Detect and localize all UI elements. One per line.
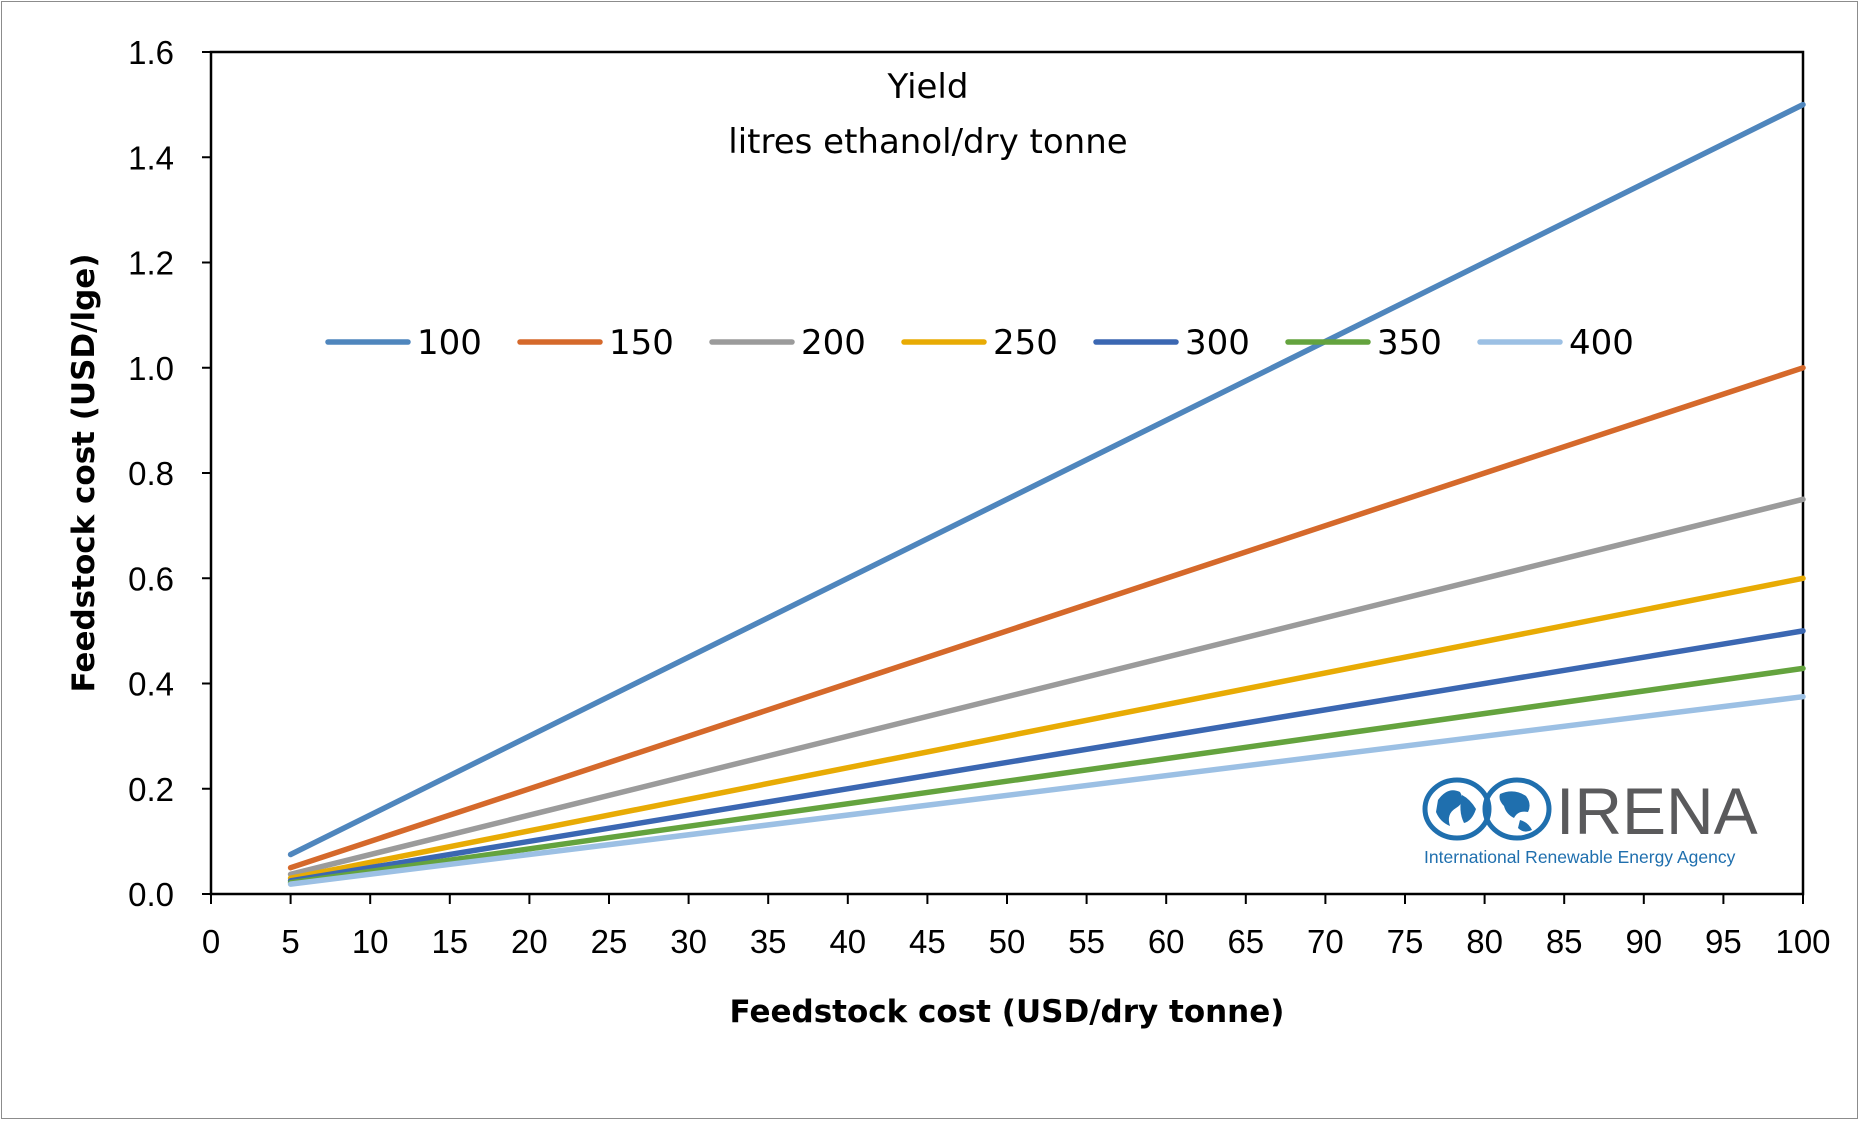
x-tick-label: 60	[1148, 923, 1185, 960]
x-tick-label: 55	[1068, 923, 1105, 960]
series-line-250	[287, 575, 1806, 881]
legend-label-300: 300	[1185, 323, 1250, 363]
x-tick-label: 20	[511, 923, 548, 960]
logo-subtitle: International Renewable Energy Agency	[1424, 847, 1736, 867]
y-axis-ticks: 0.0 0.2 0.4 0.6 0.8 1.0 1.2 1.4 1.6	[128, 34, 211, 913]
x-tick-label: 15	[431, 923, 468, 960]
x-tick-label: 45	[909, 923, 946, 960]
y-tick-label: 0.0	[128, 876, 174, 913]
x-tick-label: 10	[352, 923, 389, 960]
annotation-line-2: litres ethanol/dry tonne	[728, 122, 1127, 162]
series-line-100	[287, 101, 1806, 858]
x-axis-title: Feedstock cost (USD/dry tonne)	[730, 994, 1285, 1030]
legend-label-400: 400	[1569, 323, 1634, 363]
y-tick-label: 1.6	[128, 34, 174, 71]
legend-label-250: 250	[993, 323, 1058, 363]
legend-label-200: 200	[801, 323, 866, 363]
x-axis-ticks: 0 5 10 15 20 25 30 35 40 45 50 55 60 65 70 75 80 85 90 95 10…	[202, 894, 1831, 960]
series-line-200	[287, 496, 1806, 878]
legend: 100 150 200 250 300 350 400	[325, 323, 1634, 363]
legend-label-350: 350	[1377, 323, 1442, 363]
x-tick-label: 50	[989, 923, 1026, 960]
x-tick-label: 70	[1307, 923, 1344, 960]
series-line-400	[287, 693, 1806, 887]
x-tick-label: 65	[1227, 923, 1264, 960]
plot-area	[209, 50, 1805, 896]
series-line-300	[287, 628, 1806, 884]
series-line-350	[287, 665, 1806, 886]
x-tick-label: 75	[1387, 923, 1424, 960]
y-tick-label: 0.6	[128, 560, 174, 597]
x-tick-label: 30	[670, 923, 707, 960]
x-tick-label: 80	[1466, 923, 1503, 960]
x-tick-label: 95	[1705, 923, 1742, 960]
y-tick-label: 1.2	[128, 245, 174, 282]
y-tick-label: 0.2	[128, 771, 174, 808]
annotation-line-1: Yield	[887, 67, 969, 107]
x-tick-label: 90	[1625, 923, 1662, 960]
irena-logo: IRENA International Renewable Energy Age…	[1422, 774, 1758, 867]
y-axis-title: Feedstock cost (USD/lge)	[66, 254, 102, 693]
legend-label-150: 150	[609, 323, 674, 363]
x-tick-label: 85	[1546, 923, 1583, 960]
x-tick-label: 5	[281, 923, 299, 960]
legend-label-100: 100	[417, 323, 482, 363]
logo-name: IRENA	[1556, 774, 1758, 848]
x-tick-label: 25	[591, 923, 628, 960]
series-line-150	[287, 365, 1806, 871]
x-tick-label: 0	[202, 923, 220, 960]
y-tick-label: 1.0	[128, 350, 174, 387]
globe-infinity-icon	[1422, 777, 1552, 841]
y-tick-label: 1.4	[128, 139, 174, 176]
x-tick-label: 40	[829, 923, 866, 960]
x-tick-label: 35	[750, 923, 787, 960]
series-layer	[287, 101, 1806, 887]
y-tick-label: 0.4	[128, 666, 174, 703]
y-tick-label: 0.8	[128, 455, 174, 492]
x-tick-label: 100	[1775, 923, 1830, 960]
